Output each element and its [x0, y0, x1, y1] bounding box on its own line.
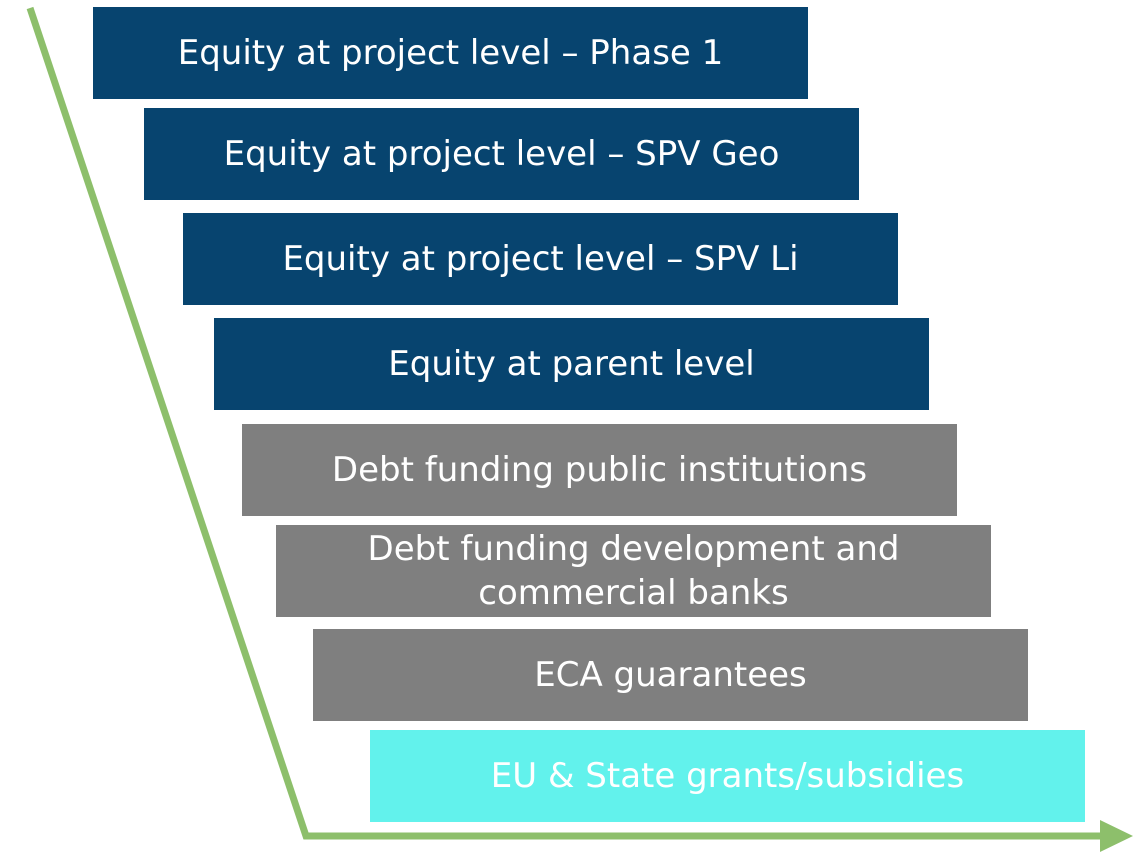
- flow-arrow: [26, 6, 1108, 840]
- step-box: Equity at project level – Phase 1: [93, 7, 808, 99]
- step-box: EU & State grants/subsidies: [370, 730, 1085, 822]
- step-box: Equity at project level – SPV Geo: [144, 108, 859, 200]
- step-box: Debt funding public institutions: [242, 424, 957, 516]
- step-box: ECA guarantees: [313, 629, 1028, 721]
- step-box: Equity at parent level: [214, 318, 929, 410]
- arrow-head: [1100, 820, 1133, 852]
- step-box: Equity at project level – SPV Li: [183, 213, 898, 305]
- step-box: Debt funding development and commercial …: [276, 525, 991, 617]
